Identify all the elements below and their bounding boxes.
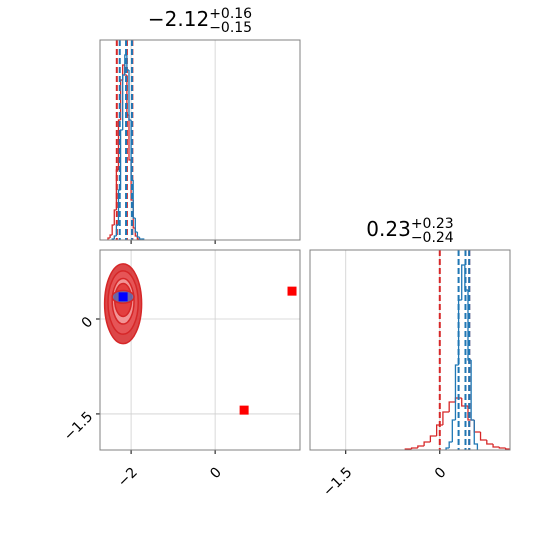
histogram-step (473, 420, 479, 450)
histogram-step (122, 74, 125, 130)
histogram-step (113, 209, 117, 225)
panel-title: 0.23+0.23 −0.24 (366, 216, 454, 246)
histogram-step (448, 401, 456, 412)
histogram-step (113, 235, 117, 239)
histogram-step (134, 218, 138, 233)
title-plus: +0.23 (411, 216, 454, 232)
panel-frame (99, 39, 301, 241)
plot-area (404, 250, 510, 450)
histogram-step (423, 441, 431, 446)
panel-frame (309, 249, 511, 451)
x-tick-label: 0 (432, 465, 450, 483)
histogram-step (492, 444, 500, 448)
x-tick-label: −1.5 (320, 465, 355, 500)
histogram-step (473, 420, 481, 433)
histogram-step (115, 224, 119, 236)
histogram-step (461, 264, 465, 300)
histogram-step (435, 424, 443, 436)
histogram-step (128, 70, 132, 121)
histogram-step (454, 364, 459, 420)
histogram-step (128, 115, 132, 161)
histogram-step (429, 435, 437, 442)
histogram-step (442, 411, 450, 425)
histogram-step (132, 180, 136, 219)
histogram-step (451, 419, 456, 442)
marker (239, 405, 249, 415)
histogram-step (417, 445, 425, 448)
title-minus: −0.15 (209, 20, 252, 36)
histogram-step (109, 234, 113, 238)
y-tick-label: 0 (79, 314, 97, 332)
histogram-step (498, 447, 506, 449)
histogram-step (138, 237, 142, 240)
histogram-step (119, 129, 123, 190)
marker (118, 292, 128, 302)
title-minus: −0.24 (411, 230, 454, 246)
x-tick-label: −2 (115, 465, 141, 491)
histogram-step (136, 232, 140, 238)
histogram-step (117, 119, 121, 170)
histogram-step (107, 237, 111, 240)
histogram-step (479, 432, 487, 441)
panel-frame (99, 249, 301, 451)
y-tick-label: −1.5 (61, 409, 96, 444)
histogram-step (486, 440, 494, 445)
panel-title: −2.12+0.16 −0.15 (148, 6, 252, 36)
histogram-step (470, 360, 475, 421)
plot-area (107, 40, 145, 240)
histogram-step (111, 224, 115, 235)
marker (287, 286, 297, 296)
histogram-step (126, 55, 129, 71)
histogram-step (445, 447, 450, 450)
title-value: 0.23 (366, 217, 411, 241)
x-tick-label: 0 (207, 465, 225, 483)
histogram-step (504, 448, 510, 450)
plot-area (103, 263, 297, 415)
title-plus: +0.16 (209, 6, 252, 22)
histogram-step (410, 447, 418, 449)
title-value: −2.12 (148, 7, 209, 31)
histogram-step (448, 441, 453, 448)
